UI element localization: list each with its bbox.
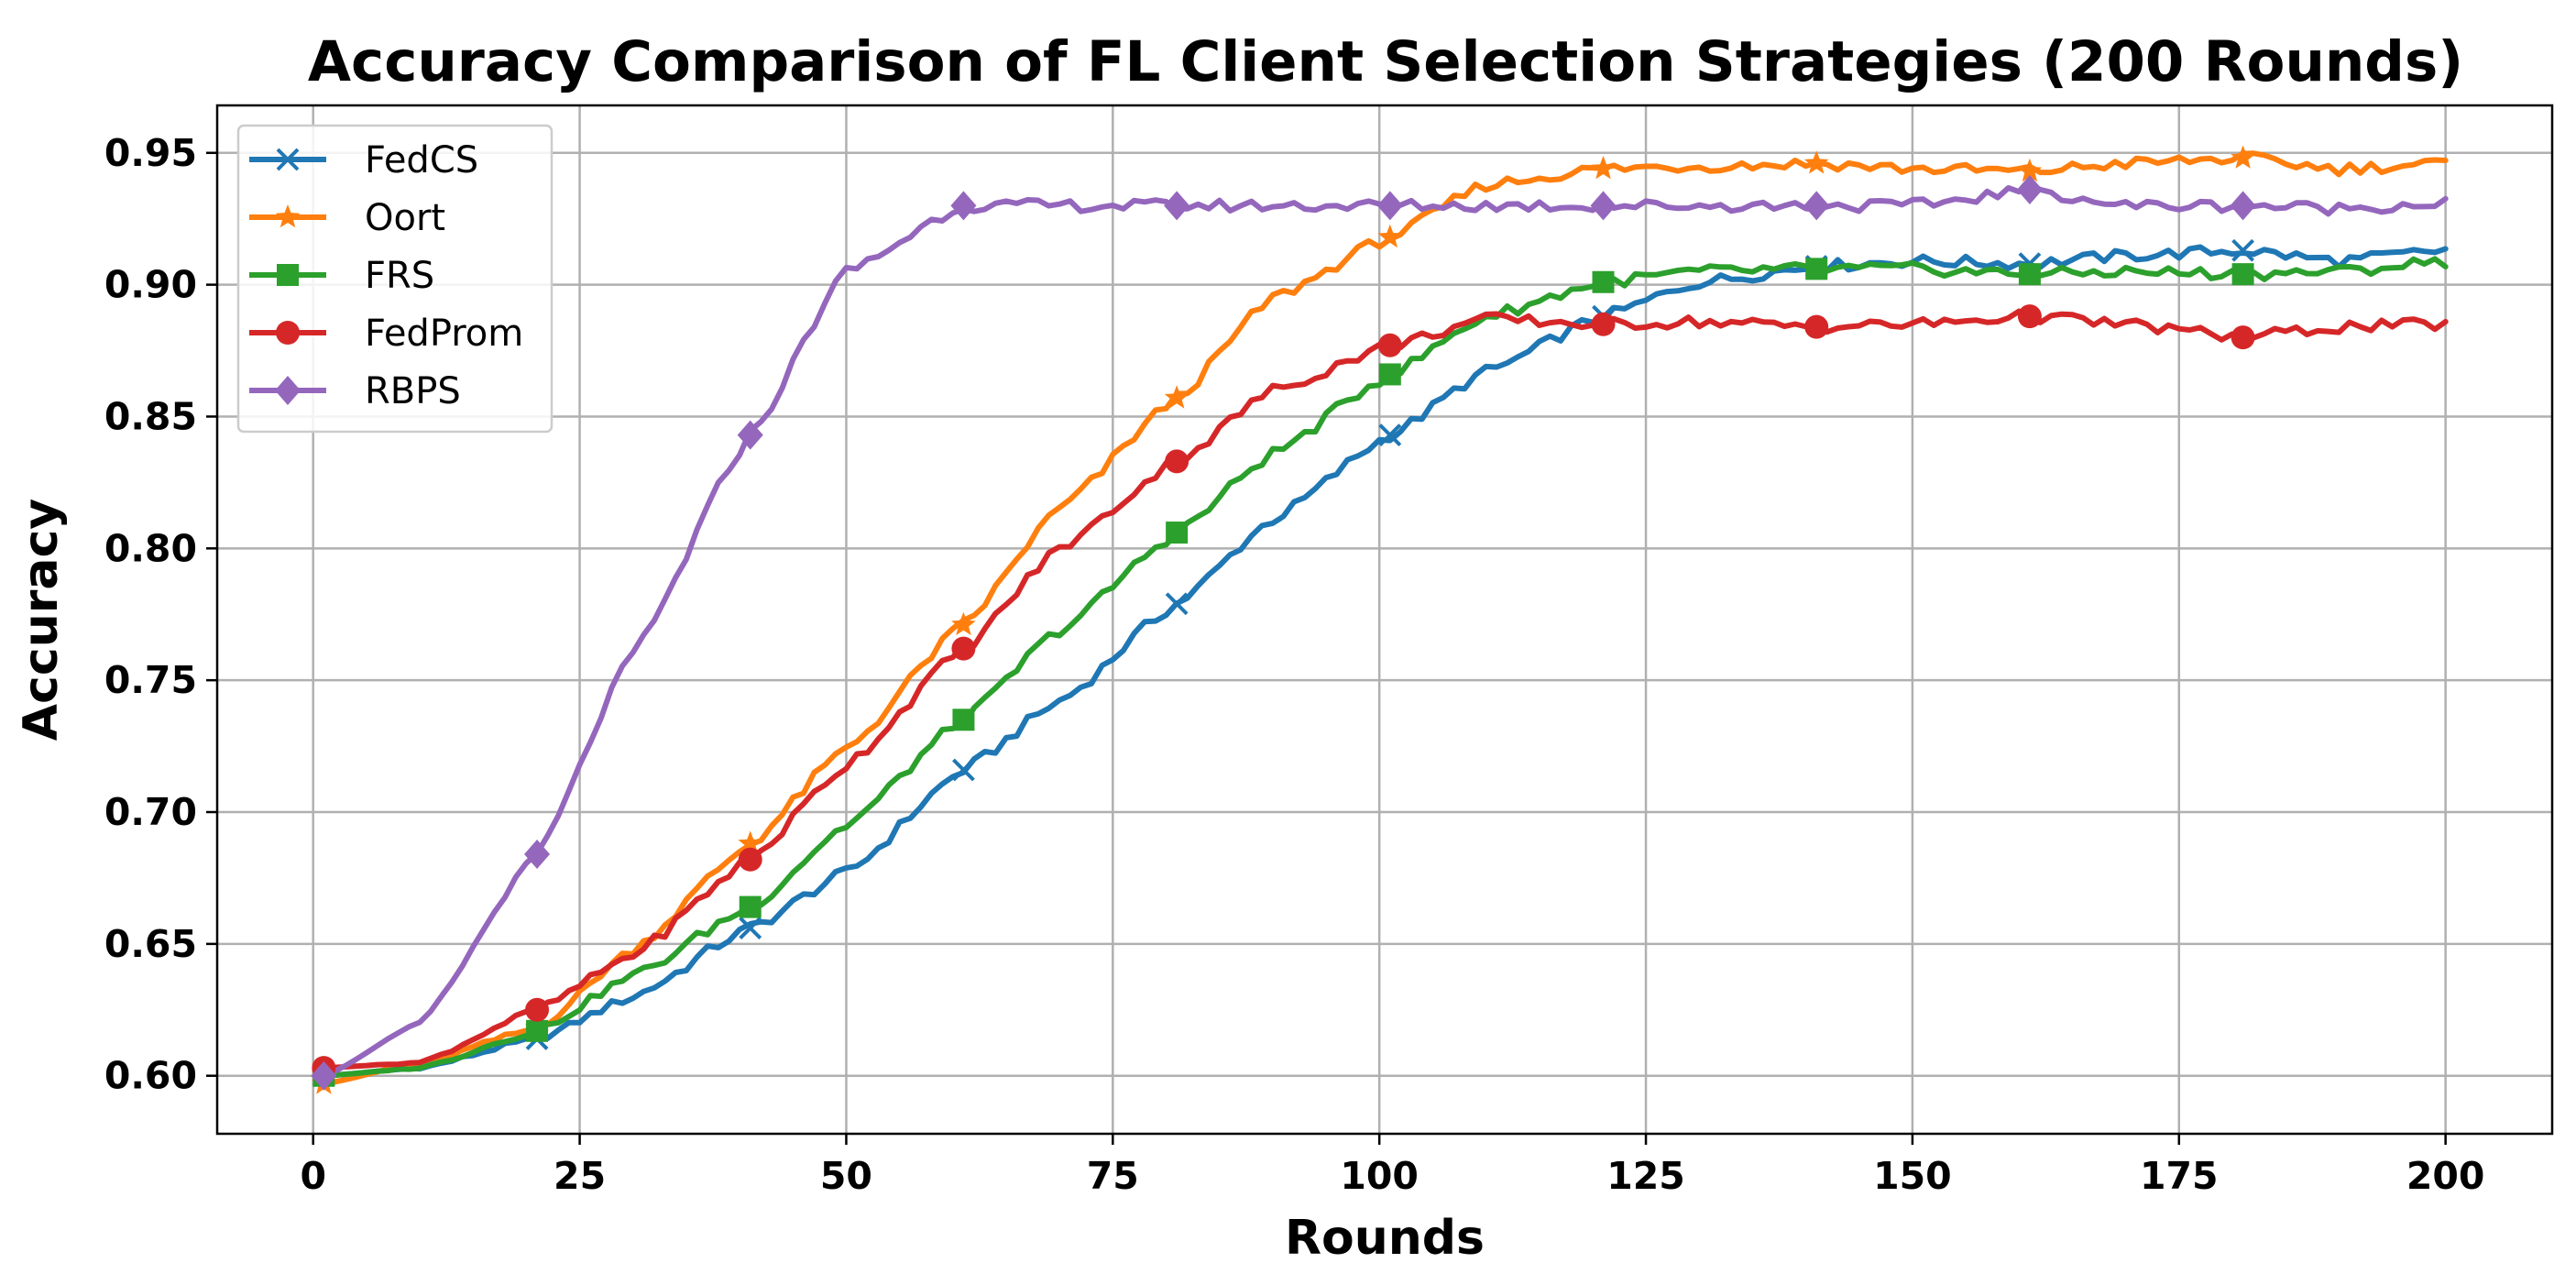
series-marker-rbps (737, 420, 763, 450)
series-marker-fedcs (739, 917, 762, 940)
legend-entry-oort: Oort (249, 197, 445, 239)
series-marker-fedprom (2017, 304, 2042, 329)
y-tick-label: 0.95 (104, 131, 197, 175)
grid-lines (217, 105, 2552, 1134)
series-marker-rbps (1803, 191, 1830, 221)
series-marker-rbps (311, 1060, 337, 1091)
series-marker-fedcs (2231, 238, 2255, 262)
series-marker-fedcs (952, 758, 975, 782)
series-marker-oort (738, 830, 762, 854)
series-marker-rbps (950, 191, 977, 221)
y-tick-label: 0.60 (104, 1054, 197, 1098)
series-marker-fedprom (1804, 314, 1829, 339)
y-tick-label: 0.70 (104, 790, 197, 834)
legend-entry-frs: FRS (249, 255, 434, 297)
x-tick-label: 100 (1340, 1154, 1419, 1198)
series-marker-fedcs (1378, 423, 1402, 447)
x-marker-stroke (952, 758, 975, 782)
legend-marker-swatch (276, 321, 300, 345)
series-marker-fedprom (1591, 312, 1616, 336)
series-marker-fedprom (738, 847, 762, 872)
legend-marker-swatch (277, 264, 299, 286)
series-marker-frs (2231, 263, 2254, 286)
series-marker-fedcs (1165, 592, 1189, 616)
series-marker-oort (2017, 158, 2043, 182)
x-marker-stroke (739, 917, 762, 940)
series-marker-rbps (1590, 191, 1617, 221)
y-tick-label: 0.75 (104, 658, 197, 702)
series-marker-oort (951, 611, 976, 636)
legend-label: Oort (365, 197, 445, 239)
plot-frame (215, 104, 2554, 1136)
series-marker-frs (739, 895, 762, 918)
y-tick-label: 0.90 (104, 263, 197, 307)
axis-ticks: 0 25 50 75 100 125 150 175 200 0.60 0.65 0.70 0.75 0.… (104, 131, 2485, 1198)
series-marker-oort (2231, 145, 2255, 169)
x-tick-label: 200 (2406, 1154, 2485, 1198)
series-marker-oort (1377, 224, 1403, 248)
x-tick-label: 150 (1873, 1154, 1952, 1198)
y-tick-label: 0.65 (104, 922, 197, 966)
series-marker-rbps (524, 840, 551, 870)
legend-entry-fedprom: FedProm (249, 313, 523, 355)
x-tick-label: 25 (554, 1154, 606, 1198)
series-marker-rbps (2016, 175, 2043, 205)
series-marker-frs (526, 1019, 549, 1042)
x-marker-stroke (1165, 592, 1189, 616)
legend-label: FedProm (365, 313, 523, 355)
series-marker-fedprom (2231, 325, 2255, 350)
series-marker-fedprom (1165, 449, 1189, 474)
series-marker-fedprom (1377, 333, 1402, 357)
series-marker-frs (952, 708, 975, 731)
legend: FedCS Oort FRS FedProm RBPS (236, 124, 554, 434)
y-tick-label: 0.80 (104, 526, 197, 570)
y-tick-label: 0.85 (104, 394, 197, 438)
legend-marker-swatch (275, 376, 301, 405)
plot-area (217, 105, 2552, 1134)
legend-label: RBPS (365, 370, 461, 412)
series-marker-fedprom (525, 997, 550, 1022)
series-marker-rbps (1164, 191, 1190, 221)
x-marker-stroke (276, 148, 300, 171)
legend-box (236, 124, 554, 434)
x-axis-label: Rounds (1285, 1211, 1485, 1266)
series-marker-oort (1164, 385, 1189, 409)
series-marker-rbps (2230, 191, 2256, 221)
series-marker-frs (1592, 270, 1615, 293)
series-marker-fedprom (951, 636, 976, 661)
x-marker-stroke (1378, 423, 1402, 447)
series-marker-frs (1805, 258, 1828, 280)
series-marker-rbps (1376, 191, 1403, 221)
chart-title: Accuracy Comparison of FL Client Selecti… (308, 29, 2463, 94)
legend-label: FedCS (365, 139, 478, 181)
legend-entry-rbps: RBPS (249, 370, 461, 412)
series-marker-frs (1378, 363, 1401, 386)
x-tick-label: 125 (1606, 1154, 1685, 1198)
x-tick-label: 75 (1087, 1154, 1139, 1198)
series-markers (311, 145, 2256, 1094)
legend-label: FRS (365, 255, 434, 297)
legend-marker-swatch (275, 204, 301, 228)
x-marker-stroke (2231, 238, 2255, 262)
x-tick-label: 0 (300, 1154, 326, 1198)
series-marker-oort (1803, 150, 1829, 174)
legend-entries: FedCS Oort FRS FedProm RBPS (249, 139, 523, 412)
legend-entry-fedcs: FedCS (249, 139, 478, 181)
series-marker-frs (1166, 522, 1189, 544)
x-tick-label: 50 (820, 1154, 872, 1198)
x-tick-label: 175 (2140, 1154, 2219, 1198)
legend-marker-swatch (276, 148, 300, 171)
series-marker-oort (1591, 156, 1616, 180)
y-axis-label: Accuracy (14, 499, 69, 741)
series-marker-frs (2018, 263, 2041, 286)
